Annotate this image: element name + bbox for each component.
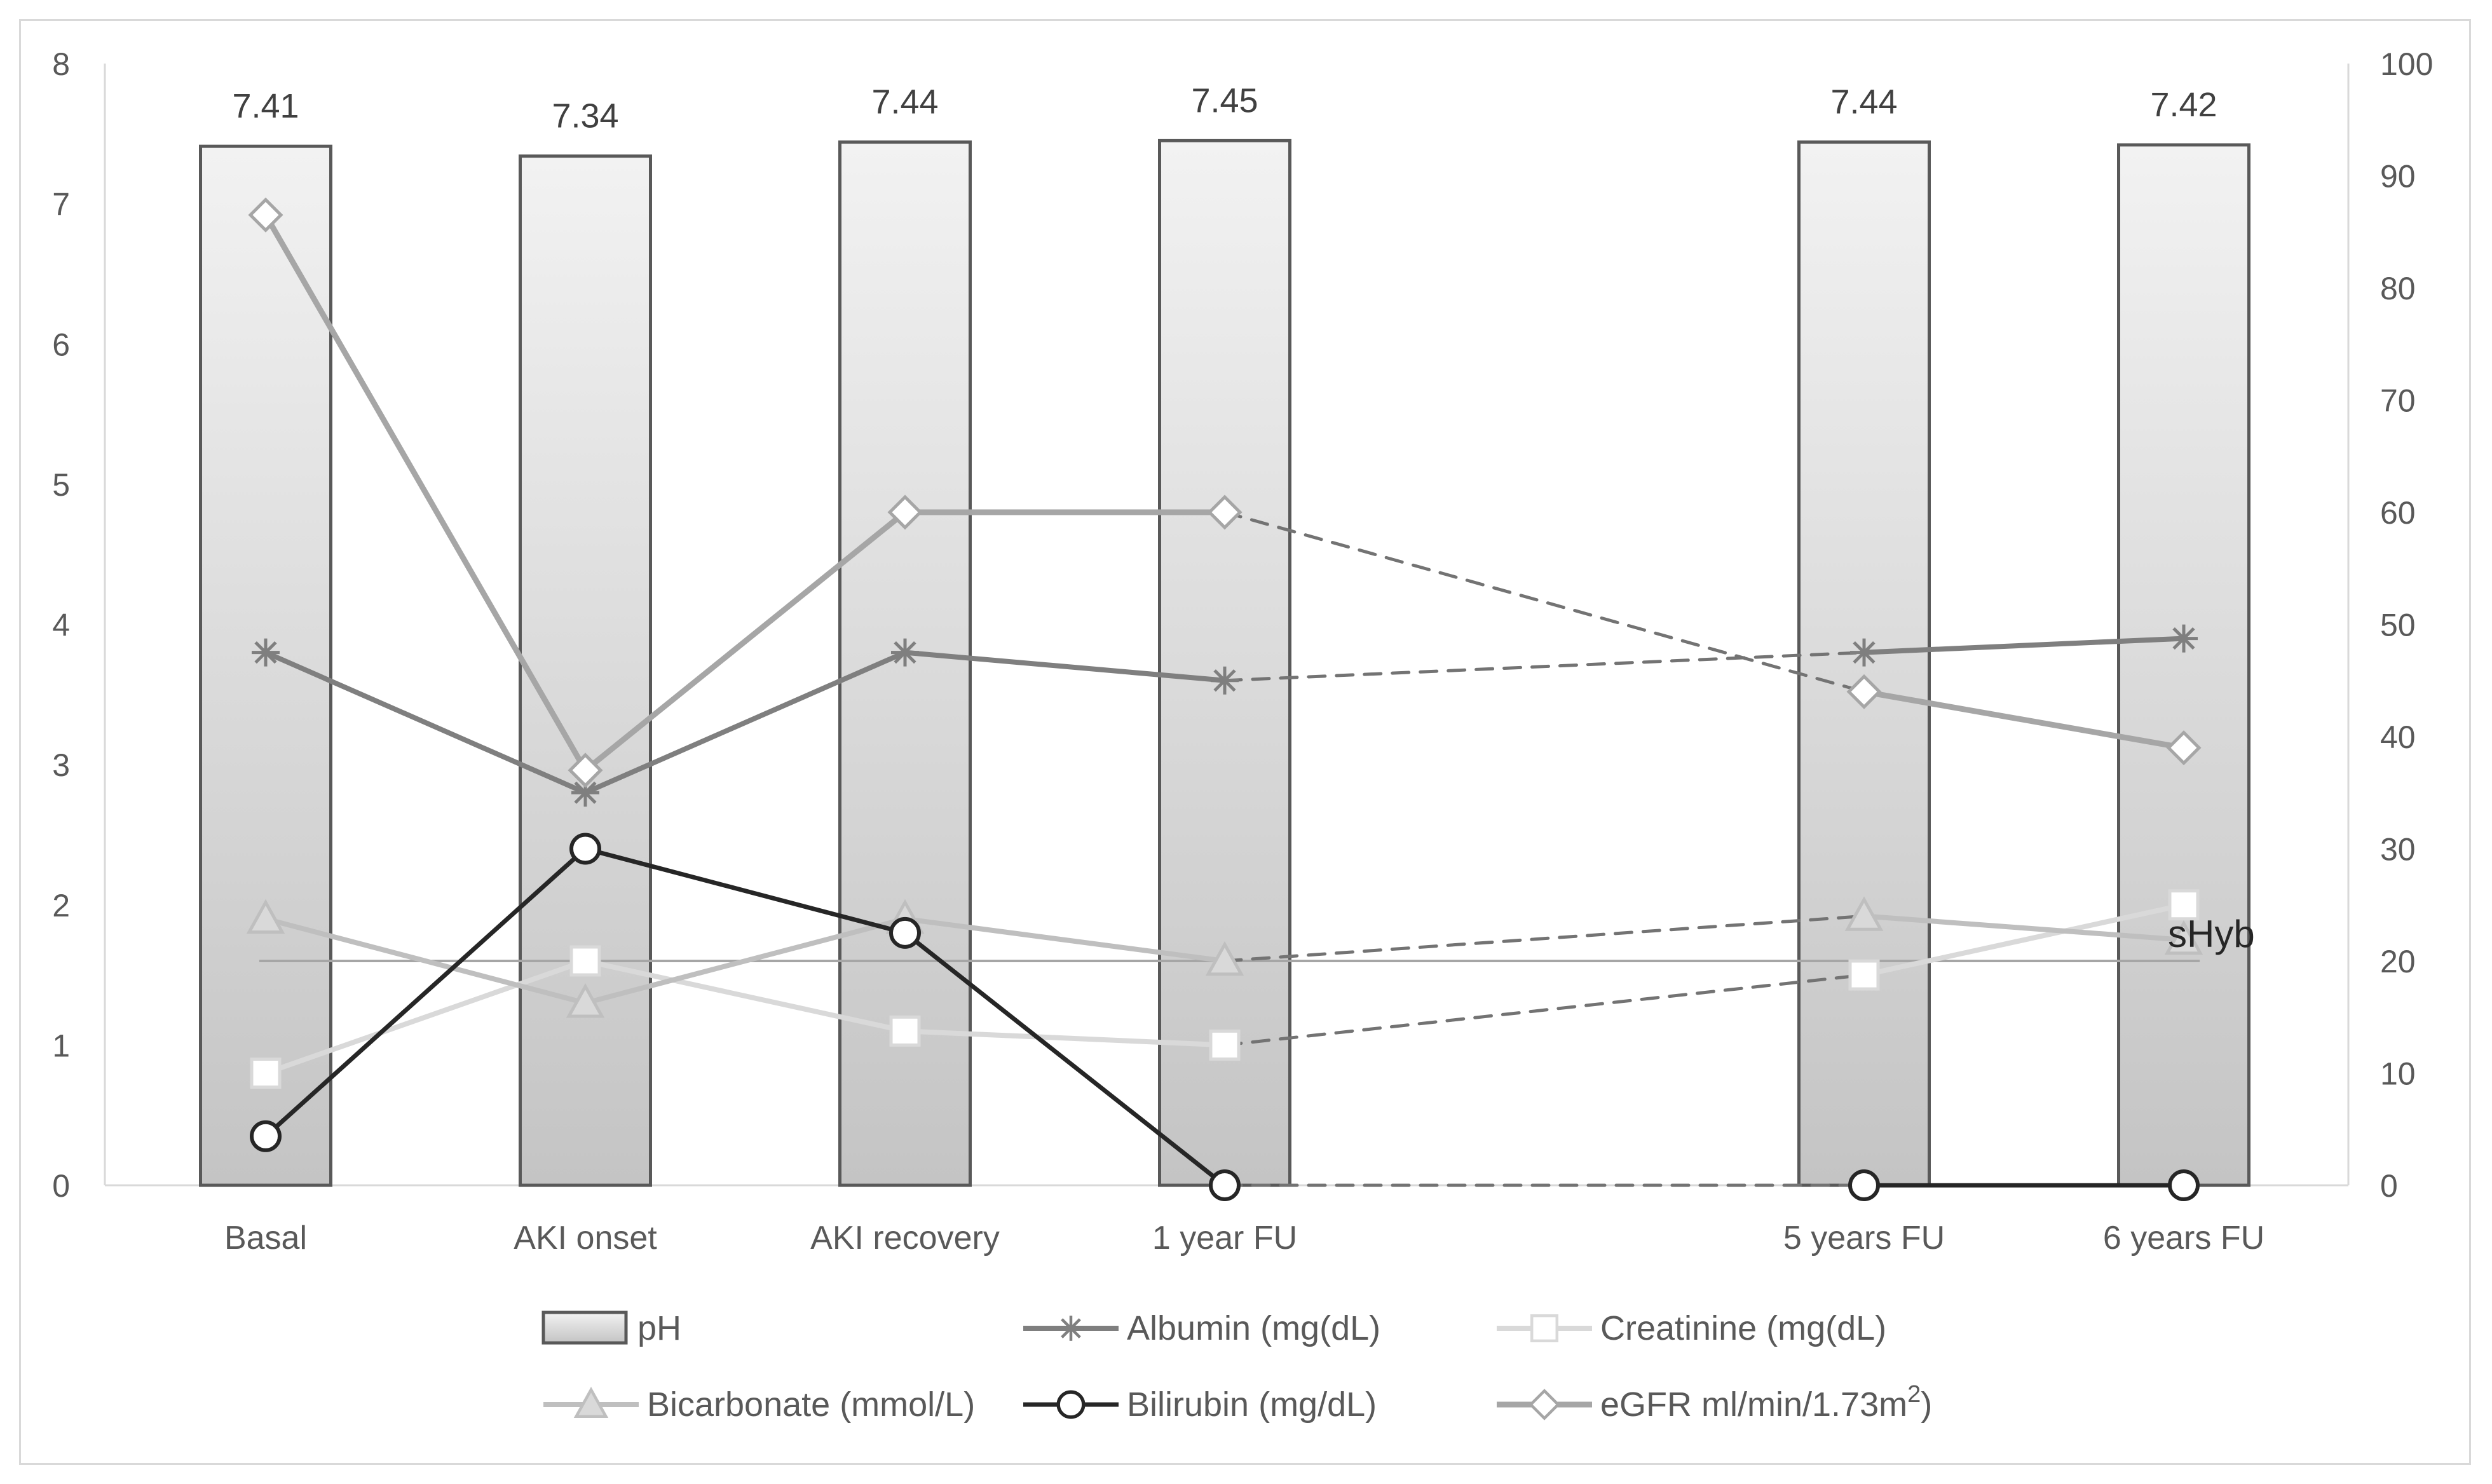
x-tick-label: 5 years FU	[1783, 1220, 1945, 1256]
point-bicarbonate-mmol-l	[2164, 920, 2203, 955]
y-right-tick-label: 70	[2380, 383, 2416, 419]
point-creatinine-mg-dl	[2168, 889, 2200, 921]
point-creatinine-mg-dl	[250, 1058, 282, 1089]
point-creatinine-mg-dl	[569, 945, 601, 977]
y-left-tick-label: 2	[52, 888, 70, 923]
y-left-tick-label: 8	[52, 46, 70, 82]
y-right-tick-label: 60	[2380, 495, 2416, 531]
y-right-tick-label: 30	[2380, 832, 2416, 868]
legend-entry-label: Albumin (mg(dL)	[1127, 1309, 1380, 1347]
point-albumin-mg-dl	[1211, 666, 1239, 695]
series-segment-albumin-mg-dl	[1862, 636, 2186, 655]
point-bicarbonate-mmol-l	[1205, 941, 1244, 976]
series-segment-bicarbonate-mmol-l	[902, 916, 1227, 963]
series-segment-albumin-mg-dl	[902, 650, 1227, 683]
legend-marker	[1529, 1389, 1560, 1420]
bar-ph	[519, 154, 652, 1187]
bar-data-label: 7.34	[552, 97, 618, 135]
point-egfr-ml-min-1-73m	[1846, 674, 1882, 709]
point-egfr-ml-min-1-73m	[1207, 494, 1243, 530]
point-albumin-mg-dl	[2170, 624, 2198, 653]
point-bilirubin-mg-dl	[889, 916, 921, 949]
y-right-tick-label: 90	[2380, 159, 2416, 194]
series-segment-creatinine-mg-dl	[1862, 902, 2186, 978]
y-right-tick-label: 50	[2380, 608, 2416, 643]
reference-line-label: sHyb	[2168, 913, 2255, 955]
series-segment-albumin-mg-dl	[263, 650, 588, 796]
y-right-tick-label: 80	[2380, 271, 2416, 306]
legend-marker	[573, 1386, 609, 1418]
x-tick-label: 1 year FU	[1152, 1220, 1297, 1256]
bar-ph	[1158, 139, 1291, 1187]
point-egfr-ml-min-1-73m	[248, 197, 283, 233]
point-bilirubin-mg-dl	[569, 833, 601, 865]
series-segment-egfr-ml-min-1-73m	[1861, 688, 2187, 751]
series-segment-bicarbonate-mmol-l	[1862, 913, 2186, 943]
point-egfr-ml-min-1-73m	[2166, 730, 2202, 766]
series-segment-bicarbonate-mmol-l	[263, 916, 588, 1006]
series-segment-egfr-ml-min-1-73m	[1223, 510, 1866, 693]
legend-entry-label: Creatinine (mg(dL)	[1600, 1309, 1886, 1347]
point-albumin-mg-dl	[1850, 638, 1878, 667]
y-right-tick-label: 20	[2380, 944, 2416, 979]
y-left-tick-label: 4	[52, 608, 70, 643]
y-left-tick-label: 0	[52, 1168, 70, 1204]
series-segment-bilirubin-mg-dl	[902, 930, 1227, 1188]
series-segment-bilirubin-mg-dl	[583, 847, 908, 936]
series-segment-bilirubin-mg-dl	[263, 847, 588, 1139]
point-bilirubin-mg-dl	[1209, 1169, 1241, 1201]
point-egfr-ml-min-1-73m	[887, 494, 923, 530]
series-segment-bicarbonate-mmol-l	[583, 916, 908, 1006]
series-segment-egfr-ml-min-1-73m	[262, 212, 589, 773]
bar-data-label: 7.41	[232, 87, 299, 125]
point-creatinine-mg-dl	[889, 1015, 921, 1047]
series-segment-egfr-ml-min-1-73m	[582, 509, 908, 773]
series-segment-creatinine-mg-dl	[902, 1028, 1227, 1048]
point-albumin-mg-dl	[252, 638, 280, 667]
y-left-tick-label: 6	[52, 327, 70, 362]
bar-data-label: 7.42	[2150, 86, 2217, 124]
point-bilirubin-mg-dl	[250, 1120, 282, 1152]
y-right-tick-label: 0	[2380, 1168, 2398, 1204]
series-segment-creatinine-mg-dl	[583, 958, 908, 1034]
point-creatinine-mg-dl	[1209, 1029, 1241, 1061]
point-bicarbonate-mmol-l	[1844, 896, 1884, 931]
point-bicarbonate-mmol-l	[246, 899, 285, 934]
point-egfr-ml-min-1-73m	[568, 752, 603, 788]
legend-entry-label: eGFR ml/min/1.73m2)	[1600, 1381, 1932, 1424]
x-tick-label: AKI recovery	[810, 1220, 1000, 1256]
legend-marker	[1058, 1316, 1084, 1341]
point-albumin-mg-dl	[891, 638, 919, 667]
y-right-tick-label: 100	[2380, 46, 2433, 82]
x-tick-label: AKI onset	[514, 1220, 657, 1256]
series-segment-creatinine-mg-dl	[263, 958, 588, 1076]
y-left-tick-label: 1	[52, 1028, 70, 1063]
legend-entry-label: Bilirubin (mg/dL)	[1127, 1385, 1377, 1424]
y-left-tick-label: 5	[52, 467, 70, 503]
series-segment-bicarbonate-mmol-l	[1223, 914, 1866, 963]
legend-marker	[1530, 1314, 1559, 1343]
y-right-tick-label: 40	[2380, 719, 2416, 755]
legend-entry-label: pH	[637, 1309, 681, 1347]
legend-entry-label: Bicarbonate (mmol/L)	[647, 1385, 975, 1424]
bar-data-label: 7.44	[1830, 83, 1897, 121]
point-creatinine-mg-dl	[1848, 959, 1880, 991]
legend-marker	[1056, 1390, 1086, 1419]
y-left-tick-label: 3	[52, 747, 70, 783]
x-tick-label: Basal	[224, 1220, 307, 1256]
bar-data-label: 7.44	[871, 83, 938, 121]
series-segment-creatinine-mg-dl	[1223, 973, 1866, 1047]
legend-swatch-ph	[541, 1310, 628, 1345]
y-left-tick-label: 7	[52, 187, 70, 222]
point-bicarbonate-mmol-l	[566, 983, 605, 1018]
x-tick-label: 6 years FU	[2103, 1220, 2264, 1256]
series-segment-albumin-mg-dl	[1223, 651, 1866, 683]
series-segment-albumin-mg-dl	[583, 650, 908, 796]
y-right-tick-label: 10	[2380, 1056, 2416, 1092]
point-bilirubin-mg-dl	[2168, 1169, 2200, 1201]
bar-ph	[2117, 143, 2250, 1187]
point-bilirubin-mg-dl	[1848, 1169, 1880, 1201]
bar-data-label: 7.45	[1191, 81, 1258, 119]
